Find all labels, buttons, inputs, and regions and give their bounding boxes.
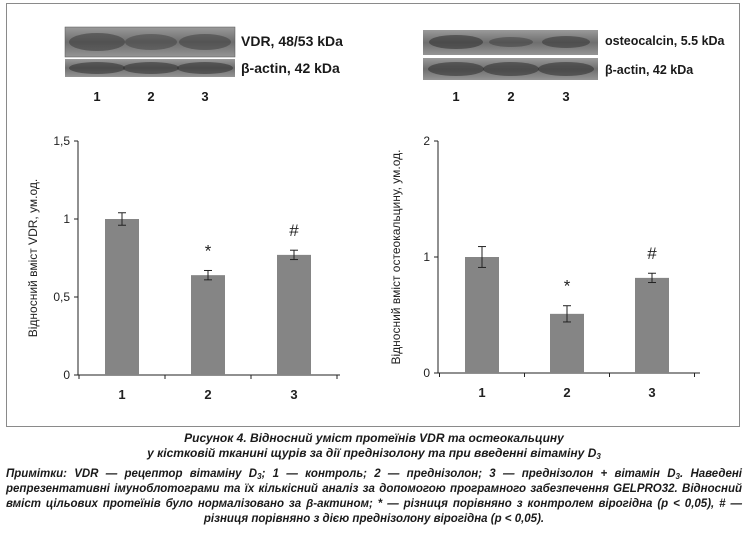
- bar: [465, 257, 499, 373]
- bar: [191, 275, 225, 375]
- blot-actin-right-label: β-actin, 42 kDa: [605, 63, 694, 77]
- bar: [635, 277, 669, 373]
- figure-note: Примітки: VDR — рецептор вітаміну D3; 1 …: [6, 468, 742, 525]
- y-tick-label: 0: [63, 368, 70, 382]
- y-tick-label: 1: [423, 250, 430, 264]
- bar: [105, 219, 139, 375]
- blot-actin-right: [423, 58, 598, 80]
- blot-vdr-label: VDR, 48/53 kDa: [241, 33, 343, 49]
- caption-line-2: у кістковій тканині щурів за дії предніз…: [147, 446, 601, 461]
- caption-line-1: Рисунок 4. Відносний уміст протеїнів VDR…: [184, 431, 564, 445]
- bar: [277, 254, 311, 375]
- significance-mark: #: [289, 221, 299, 240]
- blot-vdr: [64, 26, 236, 58]
- figure-caption: Рисунок 4. Відносний уміст протеїнів VDR…: [0, 431, 748, 461]
- y-tick-label: 1: [63, 212, 70, 226]
- x-tick-label: 1: [118, 387, 125, 402]
- significance-mark: *: [564, 277, 571, 296]
- significance-mark: *: [205, 241, 212, 260]
- x-tick-label: 1: [478, 385, 485, 400]
- blot-osteocalcin-label: osteocalcin, 5.5 kDa: [605, 34, 725, 48]
- blot-osteocalcin: [423, 30, 598, 55]
- x-tick-label: 3: [648, 385, 655, 400]
- figure-canvas: 0 0,5 1 1,5 1 2 * 3 # Відносний вміст VDR, ум.од.…: [26, 26, 700, 402]
- lane-number: 2: [147, 89, 155, 104]
- significance-mark: #: [647, 244, 657, 263]
- x-tick-label: 3: [290, 387, 297, 402]
- lane-number: 3: [562, 89, 570, 104]
- lane-number: 1: [93, 89, 101, 104]
- lane-number: 2: [507, 89, 515, 104]
- lane-number: 1: [452, 89, 460, 104]
- y-tick-label: 0,5: [53, 290, 70, 304]
- bar: [550, 313, 584, 373]
- y-tick-label: 1,5: [53, 134, 70, 148]
- y-tick-label: 2: [423, 134, 430, 148]
- blot-actin-left-label: β-actin, 42 kDa: [241, 60, 340, 76]
- y-axis-label: Відносний вміст VDR, ум.од.: [26, 179, 40, 338]
- x-tick-label: 2: [563, 385, 570, 400]
- y-tick-label: 0: [423, 366, 430, 380]
- x-tick-label: 2: [204, 387, 211, 402]
- lane-number: 3: [201, 89, 209, 104]
- y-axis-label: Відносний вміст остеокальцину, ум.од.: [389, 149, 403, 364]
- blot-actin-left: [65, 59, 235, 77]
